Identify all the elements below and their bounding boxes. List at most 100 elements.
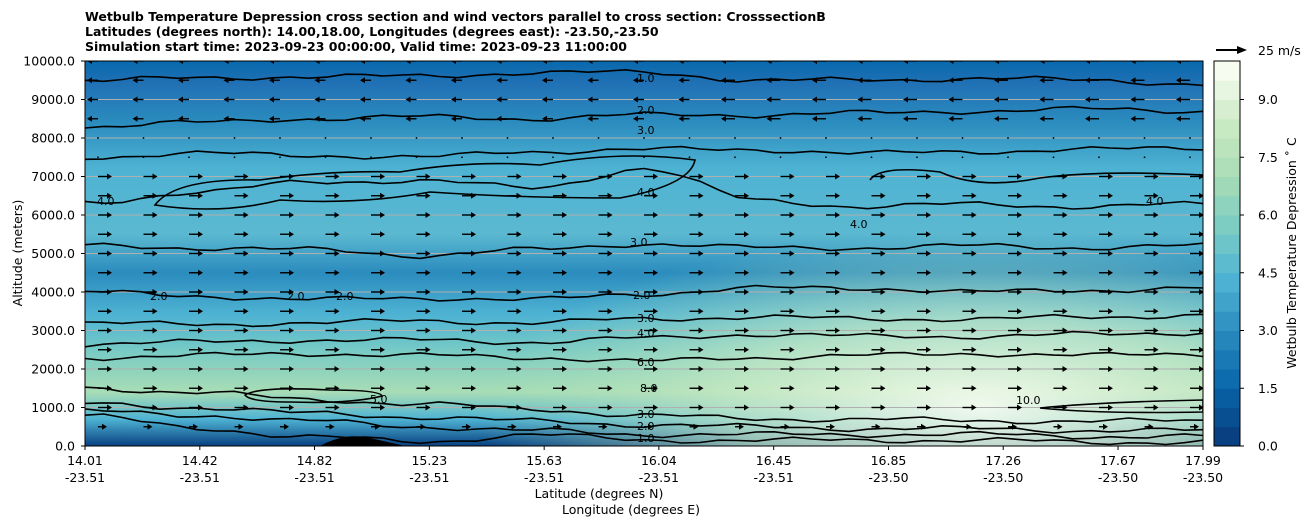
wind-vector bbox=[98, 327, 112, 334]
wind-vector bbox=[280, 289, 294, 295]
wind-vector bbox=[1007, 156, 1009, 159]
wind-vector bbox=[405, 96, 417, 103]
wind-vector bbox=[1053, 289, 1068, 295]
wind-vector bbox=[962, 423, 972, 430]
x-tick-label-lon: -23.50 bbox=[868, 470, 908, 485]
wind-vector bbox=[1053, 212, 1068, 218]
contour-label-2-0-c1: 2.0 bbox=[287, 290, 305, 303]
wind-vector bbox=[507, 366, 522, 372]
wind-vector bbox=[1176, 77, 1190, 84]
wind-vector bbox=[496, 77, 508, 84]
wind-vector bbox=[462, 212, 476, 218]
wind-vector bbox=[189, 173, 203, 180]
wind-vector bbox=[223, 115, 235, 122]
wind-vector bbox=[98, 385, 112, 392]
wind-vector bbox=[189, 404, 203, 411]
x-axis-label-longitude: Longitude (degrees E) bbox=[562, 502, 700, 517]
wind-vector bbox=[143, 192, 158, 199]
wind-vector bbox=[1099, 231, 1113, 238]
wind-vector bbox=[325, 385, 340, 392]
x-tick-label-lon: -23.51 bbox=[180, 470, 220, 485]
wind-vector bbox=[1053, 269, 1068, 276]
wind-vector bbox=[735, 346, 749, 353]
colorbar: 0.0 1.5 3.0 4.5 6.0 7.5 9.0 bbox=[1213, 60, 1278, 454]
wind-vector bbox=[143, 173, 158, 180]
wind-vector bbox=[1190, 366, 1203, 372]
wind-vector bbox=[234, 404, 249, 411]
wind-vector bbox=[780, 269, 795, 276]
wind-vector bbox=[451, 77, 462, 84]
wind-vector bbox=[689, 366, 704, 372]
wind-vector bbox=[598, 308, 613, 315]
wind-vector bbox=[598, 192, 613, 199]
wind-vector bbox=[826, 250, 840, 257]
wind-vector bbox=[1008, 404, 1022, 411]
wind-vector bbox=[1053, 385, 1068, 392]
wind-vector bbox=[1008, 346, 1022, 353]
wind-vector bbox=[189, 423, 198, 430]
wind-vector bbox=[416, 404, 431, 411]
x-tick-label-lat: 14.42 bbox=[182, 453, 218, 468]
wind-vector bbox=[689, 231, 704, 238]
wind-vector bbox=[598, 346, 613, 353]
wind-vector bbox=[962, 404, 977, 411]
contour-label-6-0: 6.0 bbox=[637, 356, 655, 369]
wind-vector bbox=[916, 156, 918, 159]
wind-vector bbox=[143, 269, 158, 276]
wind-vector bbox=[1144, 423, 1154, 430]
wind-vector bbox=[917, 308, 931, 315]
wind-vector bbox=[132, 115, 144, 122]
wind-vector bbox=[507, 250, 522, 257]
colorbar-tick-label: 3.0 bbox=[1258, 323, 1278, 338]
wind-vector bbox=[1099, 250, 1113, 257]
wind-vector bbox=[721, 77, 735, 84]
y-axis-label: Altitude (meters) bbox=[10, 200, 25, 307]
x-tick-label-lon: -23.51 bbox=[639, 470, 679, 485]
wind-vector bbox=[689, 192, 704, 199]
y-tick-label: 1000.0 bbox=[31, 400, 75, 415]
contour-label-10-0: 10.0 bbox=[1016, 394, 1041, 407]
wind-vector bbox=[1190, 346, 1203, 353]
wind-vector bbox=[1130, 115, 1145, 122]
wind-vector bbox=[553, 404, 567, 411]
wind-vector bbox=[178, 96, 189, 103]
wind-vector bbox=[143, 289, 158, 295]
wind-vector bbox=[269, 96, 280, 103]
wind-vector bbox=[462, 385, 476, 392]
contour-line bbox=[85, 351, 1203, 363]
wind-vector bbox=[1098, 137, 1100, 139]
wind-vector bbox=[371, 366, 385, 372]
wind-vector bbox=[1008, 385, 1022, 392]
wind-vector bbox=[507, 231, 522, 238]
wind-vector bbox=[405, 115, 417, 122]
contour-label-4-0-left: 4.0 bbox=[97, 195, 115, 208]
wind-vector bbox=[917, 346, 931, 353]
wind-vector bbox=[826, 173, 840, 180]
wind-vector bbox=[961, 137, 964, 139]
wind-vector bbox=[633, 77, 644, 84]
wind-vector bbox=[871, 385, 886, 392]
wind-vector bbox=[735, 192, 749, 199]
wind-vector bbox=[280, 231, 294, 238]
wind-vector bbox=[871, 327, 886, 334]
wind-vector bbox=[917, 327, 931, 334]
wind-vector bbox=[98, 289, 112, 295]
wind-vector bbox=[871, 308, 886, 315]
wind-vector bbox=[416, 308, 431, 315]
wind-vector bbox=[1085, 96, 1099, 103]
wind-vector bbox=[644, 423, 653, 430]
contour-loop bbox=[153, 155, 696, 210]
wind-vector bbox=[189, 327, 203, 334]
wind-vector bbox=[1008, 423, 1017, 430]
wind-vector bbox=[721, 96, 735, 103]
wind-vector bbox=[1008, 231, 1022, 238]
wind-key-label: 25 m/s bbox=[1258, 43, 1301, 58]
wind-vector bbox=[451, 96, 462, 103]
wind-vector bbox=[325, 366, 340, 372]
wind-vector bbox=[98, 404, 112, 411]
wind-vector bbox=[644, 173, 658, 180]
wind-vector bbox=[1130, 61, 1145, 64]
contour-label-2-0-c2: 2.0 bbox=[336, 290, 354, 303]
contour-label-1-0: 1.0 bbox=[637, 432, 655, 445]
wind-vector bbox=[812, 61, 826, 64]
